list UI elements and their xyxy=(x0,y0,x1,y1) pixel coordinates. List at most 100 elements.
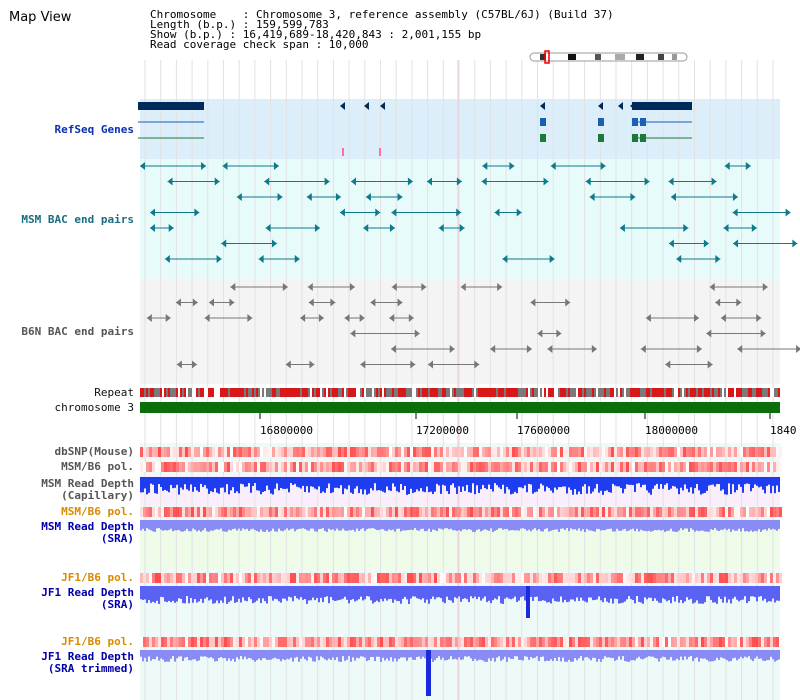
track-label-b6n-bac[interactable]: B6N BAC end pairs xyxy=(21,325,134,338)
repeat-segment xyxy=(610,388,612,397)
dbsnp-heat-cell xyxy=(713,447,716,457)
repeat-segment xyxy=(500,388,502,397)
repeat-segment xyxy=(766,388,768,397)
msm-b6-pol-heat-cell xyxy=(698,462,701,472)
jf1-b6-pol-heat-cell xyxy=(149,573,152,583)
msm-bac-pair-end xyxy=(335,193,341,201)
repeat-segment xyxy=(764,388,766,397)
jf1-b6-pol2-heat-cell xyxy=(656,637,659,647)
track-label-jf1-depth-trimmed[interactable]: JF1 Read Depth (SRA trimmed) xyxy=(41,651,134,675)
repeat-segment xyxy=(752,388,754,397)
msm-b6-pol-heat-cell xyxy=(194,462,197,472)
b6n-bac-pair-end xyxy=(756,314,762,322)
jf1-sra-depth-bar xyxy=(224,586,226,597)
jf1-b6-pol-heat-cell xyxy=(335,573,338,583)
track-label-jf1-depth-sra[interactable]: JF1 Read Depth (SRA) xyxy=(41,587,134,611)
msm-capillary-depth-bar xyxy=(366,477,368,495)
msm-bac-pair-end xyxy=(339,208,345,217)
track-label-jf1-b6-pol[interactable]: JF1/B6 pol. xyxy=(61,571,134,584)
track-label-msm-b6-pol-2[interactable]: MSM/B6 pol. xyxy=(61,505,134,518)
repeat-segment xyxy=(310,388,312,397)
dbsnp-heat-cell xyxy=(755,447,758,457)
jf1-b6-pol2-heat-cell xyxy=(206,637,209,647)
msm-b6-pol2-heat-cell xyxy=(692,507,695,517)
repeat-segment xyxy=(544,388,546,397)
jf1-sra-depth-bar xyxy=(174,586,176,603)
jf1-trimmed-depth-bar xyxy=(256,650,258,661)
track-label-msm-depth-capillary[interactable]: MSM Read Depth (Capillary) xyxy=(41,478,134,502)
jf1-trimmed-depth-bar xyxy=(446,650,448,661)
jf1-b6-pol2-heat-cell xyxy=(692,637,695,647)
track-label-refseq[interactable]: RefSeq Genes xyxy=(54,123,134,136)
msm-bac-pair-end xyxy=(265,224,271,232)
msm-capillary-depth-bar xyxy=(636,477,638,484)
jf1-b6-pol-heat-cell xyxy=(272,573,275,583)
msm-sra-depth-bar xyxy=(566,520,568,529)
jf1-sra-depth-bar xyxy=(474,586,476,597)
track-label-jf1-b6-pol-2[interactable]: JF1/B6 pol. xyxy=(61,635,134,648)
msm-capillary-depth-bar xyxy=(342,477,344,495)
dbsnp-heat-cell xyxy=(569,447,572,457)
msm-sra-depth-bar xyxy=(444,520,446,529)
jf1-sra-depth-bar xyxy=(396,586,398,601)
msm-bac-track-bg xyxy=(140,159,780,279)
jf1-sra-depth-bar xyxy=(592,586,594,601)
msm-capillary-depth-bar xyxy=(726,477,728,495)
repeat-segment xyxy=(240,388,242,397)
jf1-trimmed-depth-bar xyxy=(704,650,706,659)
dbsnp-heat-cell xyxy=(323,447,326,457)
dbsnp-heat-cell xyxy=(455,447,458,457)
jf1-sra-depth-bar xyxy=(286,586,288,601)
jf1-b6-pol-heat-cell xyxy=(536,573,539,583)
repeat-segment xyxy=(374,388,376,397)
jf1-b6-pol-heat-cell xyxy=(338,573,341,583)
repeat-segment xyxy=(644,388,646,397)
dbsnp-heat-cell xyxy=(368,447,371,457)
track-label-repeat[interactable]: Repeat xyxy=(94,386,134,399)
track-label-dbsnp[interactable]: dbSNP(Mouse) xyxy=(54,445,134,458)
jf1-b6-pol2-heat-cell xyxy=(560,637,563,647)
msm-sra-depth-bar xyxy=(298,520,300,529)
track-label-chromosome[interactable]: chromosome 3 xyxy=(54,401,134,414)
jf1-trimmed-depth-bar xyxy=(620,650,622,660)
jf1-sra-depth-bar xyxy=(502,586,504,604)
track-label-msm-depth-sra[interactable]: MSM Read Depth (SRA) xyxy=(41,521,134,545)
jf1-b6-pol2-heat-cell xyxy=(434,637,437,647)
repeat-segment xyxy=(612,388,614,397)
msm-b6-pol-heat-cell xyxy=(239,462,242,472)
msm-bac-pair-end xyxy=(150,208,156,217)
jf1-b6-pol2-heat-cell xyxy=(398,637,401,647)
jf1-b6-pol2-heat-cell xyxy=(566,637,569,647)
jf1-sra-depth-bar xyxy=(402,586,404,599)
repeat-segment xyxy=(660,388,662,397)
msm-sra-depth-bar xyxy=(508,520,510,531)
msm-sra-depth-bar xyxy=(270,520,272,531)
msm-b6-pol2-heat-cell xyxy=(605,507,608,517)
track-label-msm-b6-pol[interactable]: MSM/B6 pol. xyxy=(61,460,134,473)
msm-sra-depth-bar xyxy=(202,520,204,531)
msm-b6-pol-heat-cell xyxy=(233,462,236,472)
msm-b6-pol-heat-cell xyxy=(140,462,143,472)
msm-b6-pol2-heat-cell xyxy=(773,507,776,517)
msm-bac-pair-end xyxy=(482,162,488,170)
jf1-sra-depth-bar xyxy=(340,586,342,600)
msm-sra-depth-bar xyxy=(574,520,576,530)
repeat-segment xyxy=(690,388,692,397)
jf1-sra-depth-bar xyxy=(576,586,578,598)
jf1-b6-pol-heat-cell xyxy=(554,573,557,583)
jf1-trimmed-depth-bar xyxy=(412,650,414,660)
jf1-sra-depth-bar xyxy=(482,586,484,599)
jf1-b6-pol2-heat-cell xyxy=(707,637,710,647)
jf1-sra-depth-bar xyxy=(558,586,560,602)
msm-b6-pol2-heat-cell xyxy=(260,507,263,517)
track-label-msm-bac[interactable]: MSM BAC end pairs xyxy=(21,213,134,226)
msm-capillary-depth-bar xyxy=(236,477,238,492)
dbsnp-heat-cell xyxy=(140,447,143,457)
repeat-segment xyxy=(742,388,744,397)
jf1-sra-depth-bar xyxy=(268,586,270,597)
repeat-segment xyxy=(284,388,286,397)
msm-b6-pol2-heat-cell xyxy=(239,507,242,517)
msm-sra-depth-bar xyxy=(366,520,368,530)
dbsnp-heat-cell xyxy=(491,447,494,457)
